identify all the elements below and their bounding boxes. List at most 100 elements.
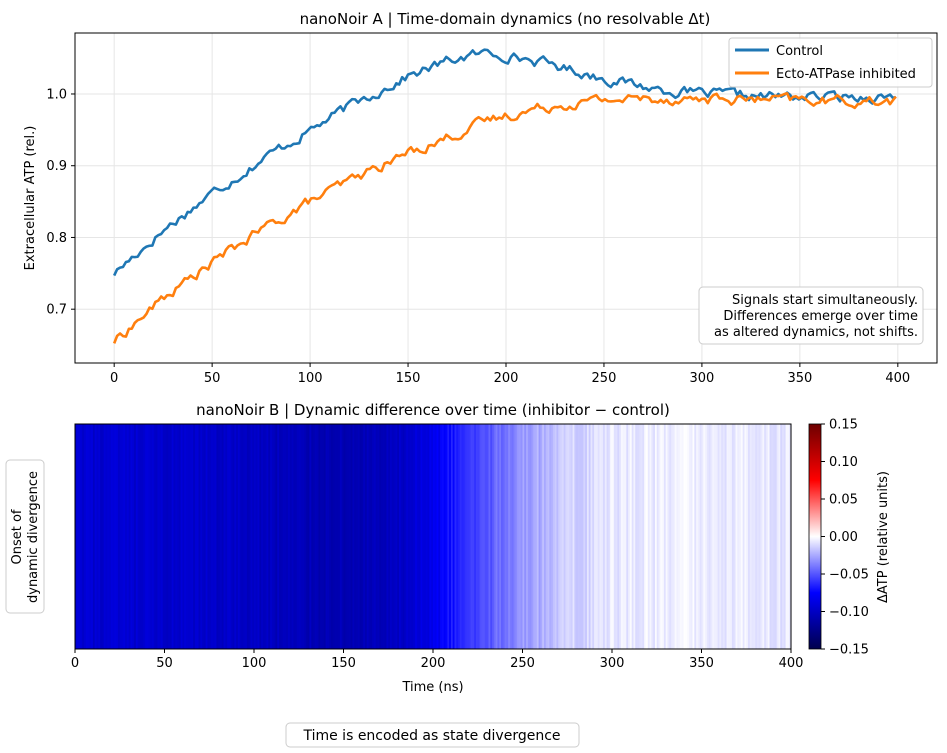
panel-a-x-ticks: 0 50 100 150 200 250 300 350 400 — [110, 363, 910, 386]
heatmap-cell — [620, 424, 624, 649]
heatmap-cell — [456, 424, 459, 649]
legend-box — [728, 37, 933, 88]
heatmap-cell — [404, 424, 407, 649]
heatmap-cell — [560, 424, 563, 649]
x-tick-label: 150 — [331, 656, 356, 671]
x-tick-label: 50 — [204, 371, 221, 386]
heatmap-cell — [237, 424, 241, 649]
heatmap-cell — [203, 424, 207, 649]
heatmap-cell — [565, 424, 568, 649]
heatmap-cell — [468, 424, 472, 649]
heatmap-cell — [125, 424, 128, 649]
heatmap-cell — [688, 424, 692, 649]
heatmap-cell — [246, 424, 250, 649]
heatmap-cell — [327, 424, 330, 649]
heatmap-cell — [139, 424, 142, 649]
heatmap-cell — [110, 424, 114, 649]
heatmap-cell — [296, 424, 300, 649]
y-tick-label: 0.9 — [46, 159, 67, 174]
heatmap-cell — [633, 424, 636, 649]
heatmap-cell — [737, 424, 740, 649]
heatmap-cell — [441, 424, 445, 649]
heatmap-cell — [298, 424, 302, 649]
y-tick-label: 0.7 — [46, 303, 67, 318]
x-tick-label: 50 — [156, 656, 173, 671]
heatmap-cell — [427, 424, 431, 649]
heatmap-cell — [339, 424, 343, 649]
heatmap-cell — [159, 424, 162, 649]
heatmap-cell — [694, 424, 697, 649]
heatmap-cell — [96, 424, 99, 649]
heatmap-cell — [778, 424, 781, 649]
heatmap-cell — [227, 424, 230, 649]
heatmap-cell — [178, 424, 182, 649]
heatmap-cell — [509, 424, 513, 649]
heatmap-cell — [271, 424, 275, 649]
heatmap-cell — [683, 424, 686, 649]
heatmap-cell — [658, 424, 661, 649]
heatmap-cell — [654, 424, 658, 649]
x-tick-label: 350 — [689, 656, 714, 671]
heatmap-cell — [515, 424, 518, 649]
heatmap-cell — [359, 424, 362, 649]
heatmap-cell — [780, 424, 783, 649]
heatmap-cell — [513, 424, 516, 649]
heatmap-cell — [164, 424, 167, 649]
heatmap-cell — [175, 424, 178, 649]
colorbar-tick-label: 0.15 — [829, 418, 858, 433]
heatmap-cell — [748, 424, 751, 649]
panel-a-annotation: Signals start simultaneously. Difference… — [698, 286, 924, 345]
heatmap-cell — [92, 424, 96, 649]
heatmap-cell — [325, 424, 328, 649]
heatmap-cell — [425, 424, 429, 649]
heatmap-cell — [672, 424, 676, 649]
heatmap-cell — [703, 424, 706, 649]
heatmap-cell — [252, 424, 255, 649]
heatmap-cell — [82, 424, 85, 649]
heatmap-cell — [366, 424, 370, 649]
heatmap-cell — [687, 424, 690, 649]
side-label-box — [5, 459, 45, 614]
footer-box — [285, 722, 580, 748]
heatmap-cell — [409, 424, 413, 649]
heatmap-cell — [277, 424, 280, 649]
heatmap-cell — [189, 424, 192, 649]
heatmap-cell — [202, 424, 205, 649]
heatmap-cell — [391, 424, 395, 649]
heatmap-cell — [610, 424, 613, 649]
heatmap-cell — [443, 424, 447, 649]
heatmap-cell — [758, 424, 762, 649]
heatmap-cell — [631, 424, 635, 649]
heatmap-cell — [334, 424, 337, 649]
heatmap-cell — [182, 424, 185, 649]
heatmap-cell — [171, 424, 175, 649]
heatmap-cell — [572, 424, 576, 649]
heatmap-cell — [458, 424, 461, 649]
heatmap-cell — [692, 424, 695, 649]
heatmap-cell — [424, 424, 427, 649]
heatmap-cell — [282, 424, 286, 649]
heatmap-cell — [160, 424, 164, 649]
colorbar: 0.15 0.10 0.05 0.00 −0.05 −0.10 −0.15 ΔATP (re… — [808, 418, 891, 658]
heatmap-cell — [280, 424, 284, 649]
heatmap-cell — [218, 424, 221, 649]
heatmap-cell — [196, 424, 200, 649]
footer: Time is encoded as state divergence — [285, 722, 580, 748]
heatmap-cell — [558, 424, 561, 649]
heatmap-cell — [769, 424, 772, 649]
heatmap-cell — [89, 424, 92, 649]
heatmap-cell — [597, 424, 601, 649]
heatmap-cell — [730, 424, 733, 649]
heatmap-cell — [352, 424, 355, 649]
heatmap-cell — [109, 424, 112, 649]
side-label: Onset of dynamic divergence — [5, 459, 45, 614]
heatmap-cell — [545, 424, 549, 649]
heatmap-cell — [536, 424, 540, 649]
heatmap-cell — [112, 424, 115, 649]
heatmap-cell — [613, 424, 617, 649]
heatmap-cell — [132, 424, 135, 649]
heatmap-cell — [561, 424, 565, 649]
heatmap-cell — [724, 424, 728, 649]
heatmap-cell — [678, 424, 681, 649]
colorbar-tick-label: 0.10 — [829, 455, 858, 470]
